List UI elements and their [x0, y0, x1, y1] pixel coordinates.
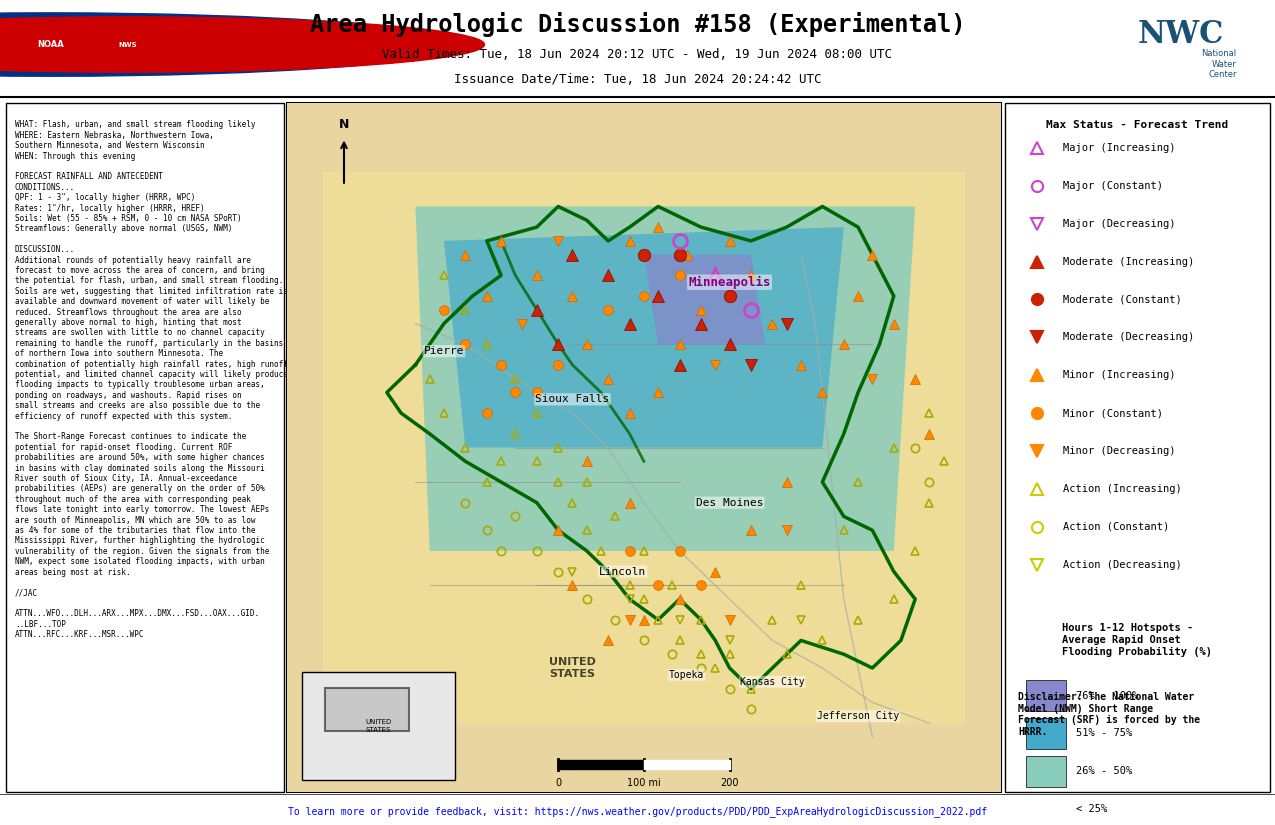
Text: Issuance Date/Time: Tue, 18 Jun 2024 20:24:42 UTC: Issuance Date/Time: Tue, 18 Jun 2024 20:… [454, 73, 821, 86]
Text: N: N [339, 118, 349, 130]
Text: 100 mi: 100 mi [627, 778, 660, 788]
Text: Minor (Increasing): Minor (Increasing) [1063, 370, 1176, 380]
Text: Kansas City: Kansas City [740, 676, 805, 686]
Text: NOAA: NOAA [38, 40, 64, 49]
Text: Major (Constant): Major (Constant) [1063, 181, 1163, 191]
Polygon shape [416, 206, 915, 551]
Text: Major (Decreasing): Major (Decreasing) [1063, 219, 1176, 229]
Text: Valid Times: Tue, 18 Jun 2024 20:12 UTC - Wed, 19 Jun 2024 08:00 UTC: Valid Times: Tue, 18 Jun 2024 20:12 UTC … [382, 48, 892, 61]
Circle shape [0, 16, 484, 73]
Text: Lincoln: Lincoln [599, 567, 646, 577]
Polygon shape [444, 227, 844, 447]
Text: Action (Constant): Action (Constant) [1063, 521, 1169, 532]
Polygon shape [323, 172, 965, 723]
FancyBboxPatch shape [6, 103, 284, 792]
Text: 200: 200 [720, 778, 738, 788]
Text: WHAT: Flash, urban, and small stream flooding likely
WHERE: Eastern Nebraska, No: WHAT: Flash, urban, and small stream flo… [15, 120, 288, 639]
FancyBboxPatch shape [325, 688, 409, 731]
Text: UNITED
STATES: UNITED STATES [550, 658, 595, 679]
Text: 0: 0 [555, 778, 561, 788]
Text: Minor (Decreasing): Minor (Decreasing) [1063, 446, 1176, 456]
Text: < 25%: < 25% [1076, 804, 1108, 814]
Text: Pierre: Pierre [423, 346, 464, 356]
FancyBboxPatch shape [287, 103, 1001, 792]
FancyBboxPatch shape [1026, 756, 1066, 787]
Text: Jefferson City: Jefferson City [817, 711, 899, 721]
Text: Minor (Constant): Minor (Constant) [1063, 408, 1163, 418]
Text: Hours 1-12 Hotspots -
Average Rapid Onset
Flooding Probability (%): Hours 1-12 Hotspots - Average Rapid Onse… [1062, 623, 1213, 657]
Circle shape [0, 13, 459, 76]
FancyBboxPatch shape [1026, 794, 1066, 825]
Text: Minneapolis: Minneapolis [688, 276, 771, 289]
Text: Disclaimer: The National Water
Model (NWM) Short Range
Forecast (SRF) is forced : Disclaimer: The National Water Model (NW… [1017, 692, 1200, 737]
Text: Major (Increasing): Major (Increasing) [1063, 143, 1176, 153]
Text: NWC: NWC [1137, 19, 1224, 50]
FancyBboxPatch shape [1026, 680, 1066, 711]
FancyBboxPatch shape [1005, 103, 1270, 792]
Text: 51% - 75%: 51% - 75% [1076, 728, 1132, 738]
Text: National
Water
Center: National Water Center [1201, 50, 1237, 79]
Text: Max Status - Forecast Trend: Max Status - Forecast Trend [1047, 120, 1228, 130]
Text: Moderate (Decreasing): Moderate (Decreasing) [1063, 332, 1195, 342]
Polygon shape [644, 255, 765, 344]
Text: Des Moines: Des Moines [696, 497, 764, 507]
Text: Topeka: Topeka [669, 670, 704, 680]
FancyBboxPatch shape [1026, 718, 1066, 749]
Text: To learn more or provide feedback, visit: https://nws.weather.gov/products/PDD/P: To learn more or provide feedback, visit… [288, 806, 987, 818]
Text: NWS: NWS [119, 41, 136, 48]
Text: UNITED
STATES: UNITED STATES [366, 719, 391, 733]
Text: Moderate (Constant): Moderate (Constant) [1063, 295, 1182, 304]
Text: Action (Decreasing): Action (Decreasing) [1063, 559, 1182, 570]
Text: Moderate (Increasing): Moderate (Increasing) [1063, 257, 1195, 266]
Text: Action (Increasing): Action (Increasing) [1063, 484, 1182, 494]
Text: Area Hydrologic Discussion #158 (Experimental): Area Hydrologic Discussion #158 (Experim… [310, 12, 965, 37]
Text: 76% - 100%: 76% - 100% [1076, 691, 1139, 700]
FancyBboxPatch shape [302, 672, 455, 780]
Text: 26% - 50%: 26% - 50% [1076, 766, 1132, 776]
Text: Sioux Falls: Sioux Falls [536, 394, 609, 404]
